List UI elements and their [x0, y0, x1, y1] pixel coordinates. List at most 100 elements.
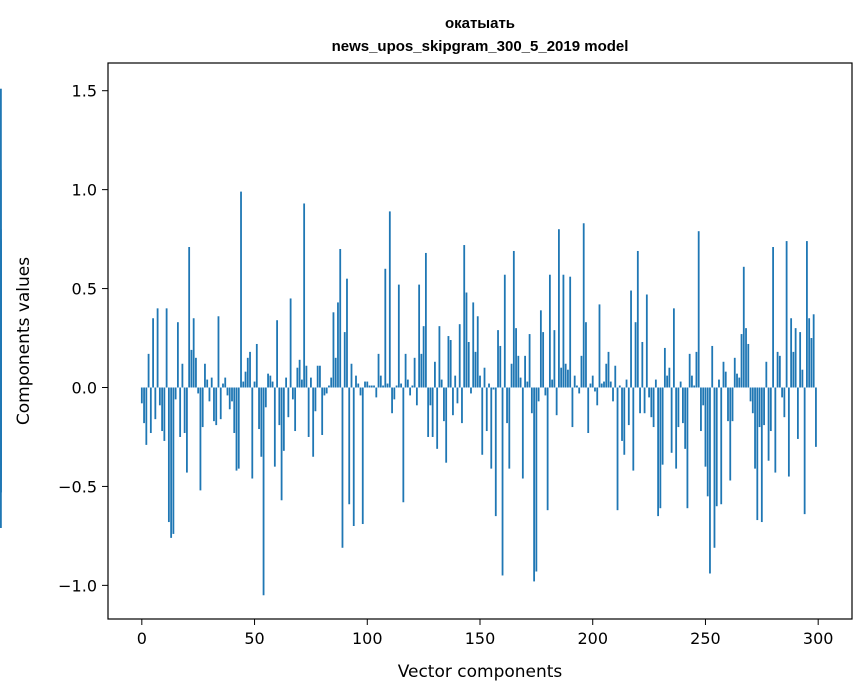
bar: [161, 387, 164, 432]
bar: [190, 349, 193, 388]
bar: [307, 387, 310, 437]
bar: [792, 351, 795, 388]
bar: [686, 387, 689, 509]
bar: [614, 365, 617, 388]
bar: [167, 387, 170, 523]
bar: [314, 387, 317, 412]
bar: [567, 369, 569, 388]
bar: [749, 387, 752, 402]
bar: [564, 363, 567, 388]
bar: [357, 383, 360, 388]
bar: [262, 387, 265, 596]
bar: [783, 387, 786, 418]
bar: [639, 387, 641, 414]
bar: [303, 203, 306, 388]
bar: [806, 241, 808, 388]
bar: [756, 387, 759, 521]
bar: [312, 387, 315, 457]
bar: [751, 387, 754, 414]
bar: [627, 387, 630, 426]
bar: [679, 381, 682, 388]
bar: [228, 387, 231, 410]
bar: [174, 387, 177, 400]
bar: [763, 387, 765, 426]
bar: [625, 379, 628, 388]
bar: [474, 351, 477, 388]
x-axis-label: Vector components: [398, 662, 563, 682]
bar: [199, 387, 202, 491]
bar: [672, 308, 675, 388]
bar: [186, 387, 188, 473]
bar: [386, 383, 389, 388]
bar: [648, 387, 650, 398]
bar: [544, 387, 547, 396]
bar: [278, 387, 281, 426]
bar: [548, 274, 551, 388]
bar: [219, 387, 222, 420]
bar: [438, 326, 441, 388]
bar: [325, 387, 328, 394]
bar: [355, 375, 357, 388]
bar: [530, 387, 533, 414]
bar: [467, 341, 470, 388]
bar: [328, 385, 330, 388]
bar: [612, 387, 614, 402]
bar: [242, 381, 245, 388]
bar: [251, 387, 254, 479]
bar: [630, 290, 632, 388]
bar: [418, 284, 421, 388]
bar: [670, 387, 673, 453]
bar: [364, 381, 366, 388]
bar: [379, 375, 382, 388]
bar: [693, 385, 696, 388]
bar: [445, 387, 448, 463]
bar: [298, 359, 301, 388]
bar: [337, 302, 339, 388]
bar: [537, 387, 540, 402]
bar: [479, 375, 481, 388]
bar: [799, 332, 802, 388]
bar: [0, 274, 2, 388]
bar: [431, 387, 434, 437]
bar: [551, 379, 554, 388]
bar: [808, 318, 811, 388]
bar: [273, 387, 276, 467]
bar: [682, 387, 684, 424]
bar: [237, 387, 240, 469]
bar: [316, 365, 319, 388]
plot-area-frame: [107, 62, 853, 620]
bar: [740, 334, 743, 388]
bar: [255, 343, 258, 388]
bar: [179, 387, 182, 437]
bar: [508, 387, 511, 469]
bar: [359, 387, 362, 396]
bar: [632, 387, 635, 471]
bar: [781, 387, 784, 398]
bar: [576, 385, 578, 388]
bar: [494, 387, 497, 517]
bar: [512, 250, 515, 388]
bar: [422, 326, 425, 388]
bar: [201, 387, 204, 428]
bar: [785, 241, 788, 388]
bar: [510, 363, 513, 388]
bar: [323, 387, 326, 396]
bar: [280, 387, 283, 501]
bar: [226, 387, 229, 396]
bar: [343, 332, 346, 388]
bar: [596, 387, 599, 406]
bar: [553, 330, 556, 388]
bar: [641, 341, 644, 388]
bar: [339, 248, 342, 388]
bar: [519, 377, 522, 388]
bar: [691, 375, 693, 388]
bar: [684, 387, 687, 449]
bar: [727, 387, 729, 422]
bar: [706, 387, 709, 497]
bar: [181, 363, 184, 388]
bar: [555, 387, 558, 416]
bar: [384, 268, 387, 388]
bar: [163, 387, 166, 441]
bar: [794, 328, 797, 388]
